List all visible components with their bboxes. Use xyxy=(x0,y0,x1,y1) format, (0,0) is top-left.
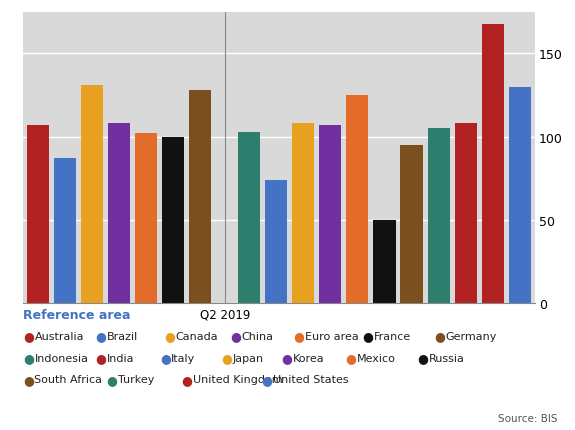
Text: ●: ● xyxy=(417,351,428,364)
Text: Turkey: Turkey xyxy=(118,374,154,384)
Text: Canada: Canada xyxy=(175,331,218,341)
Text: ●: ● xyxy=(230,330,241,343)
Text: United States: United States xyxy=(273,374,349,384)
Text: China: China xyxy=(242,331,274,341)
Bar xyxy=(135,134,158,303)
Text: South Africa: South Africa xyxy=(34,374,102,384)
Bar xyxy=(54,159,76,303)
Text: ●: ● xyxy=(293,330,304,343)
Text: Korea: Korea xyxy=(293,353,325,363)
Text: ●: ● xyxy=(23,373,34,386)
Bar xyxy=(455,124,477,303)
Text: ●: ● xyxy=(23,351,34,364)
Text: Germany: Germany xyxy=(446,331,497,341)
Bar xyxy=(162,137,185,303)
Text: Reference area: Reference area xyxy=(23,308,131,321)
Text: India: India xyxy=(106,353,134,363)
Text: Russia: Russia xyxy=(428,353,464,363)
Bar xyxy=(482,25,504,303)
Bar xyxy=(108,124,130,303)
Bar xyxy=(238,132,260,303)
Bar xyxy=(292,124,315,303)
Bar xyxy=(27,126,49,303)
Text: Indonesia: Indonesia xyxy=(34,353,89,363)
Bar xyxy=(346,96,369,303)
Bar xyxy=(400,146,423,303)
Bar xyxy=(319,126,342,303)
Text: ●: ● xyxy=(160,351,171,364)
Text: Australia: Australia xyxy=(34,331,84,341)
Text: Mexico: Mexico xyxy=(356,353,396,363)
Text: ●: ● xyxy=(181,373,192,386)
Text: Euro area: Euro area xyxy=(305,331,358,341)
Bar xyxy=(428,129,450,303)
Text: ●: ● xyxy=(23,330,34,343)
Text: France: France xyxy=(374,331,411,341)
Text: ●: ● xyxy=(221,351,232,364)
Text: United Kingdom: United Kingdom xyxy=(193,374,282,384)
Bar xyxy=(189,91,212,303)
Text: Brazil: Brazil xyxy=(106,331,137,341)
Text: Italy: Italy xyxy=(171,353,196,363)
Bar xyxy=(373,220,396,303)
Text: ●: ● xyxy=(164,330,175,343)
Text: ●: ● xyxy=(362,330,373,343)
Text: ●: ● xyxy=(434,330,445,343)
Text: ●: ● xyxy=(345,351,356,364)
Bar xyxy=(509,88,531,303)
Text: Source: BIS: Source: BIS xyxy=(499,413,558,423)
Bar xyxy=(265,181,288,303)
Text: ●: ● xyxy=(262,373,273,386)
Bar xyxy=(81,86,103,303)
Text: ●: ● xyxy=(95,330,106,343)
Text: ●: ● xyxy=(106,373,117,386)
Text: Japan: Japan xyxy=(233,353,264,363)
Text: ●: ● xyxy=(282,351,293,364)
Text: ●: ● xyxy=(95,351,106,364)
